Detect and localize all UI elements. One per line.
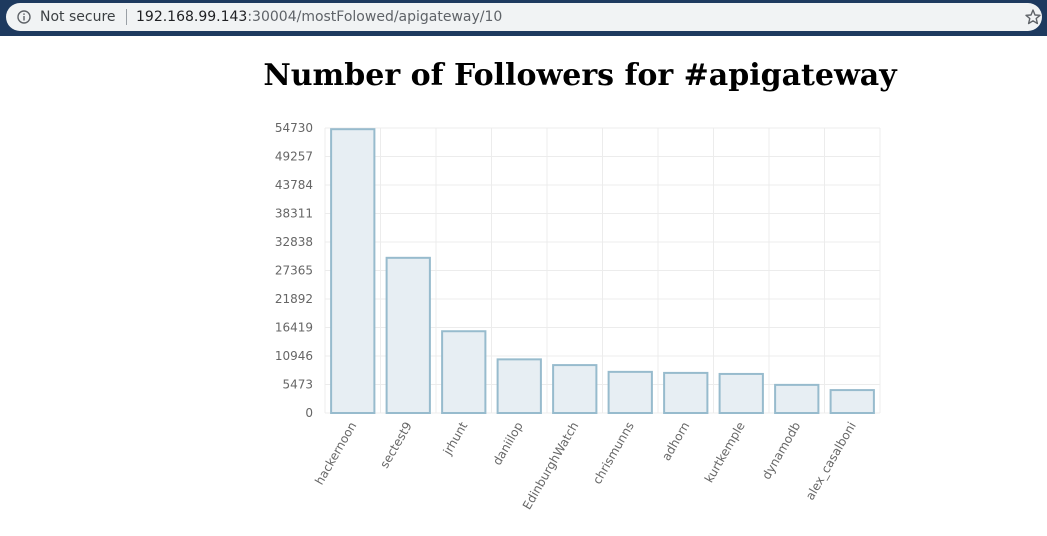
bar-chrismunns — [607, 370, 653, 415]
bar-jrhunt — [441, 330, 487, 414]
bar-adhorn — [663, 371, 709, 415]
bar-EdinburghWatch — [552, 364, 598, 415]
x-tick-label: adhorn — [659, 420, 692, 464]
browser-toolbar: Not secure 192.168.99.143:30004/mostFolo… — [0, 0, 1047, 36]
x-tick-label: alex_casalboni — [803, 420, 859, 503]
address-bar[interactable]: Not secure 192.168.99.143:30004/mostFolo… — [6, 3, 1042, 31]
bar-kurtkemple — [718, 372, 764, 415]
y-tick-label: 0 — [305, 406, 313, 420]
y-tick-label: 49257 — [275, 150, 313, 164]
y-tick-label: 38311 — [275, 207, 313, 221]
bar-sectest9 — [385, 256, 431, 414]
x-axis-ticks: hackernoon sectest9 jrhunt daniilopEdinburg… — [312, 419, 859, 512]
info-icon[interactable] — [17, 10, 31, 24]
bar-alex_casalboni — [829, 389, 875, 415]
url-text[interactable]: 192.168.99.143:30004/mostFolowed/apigate… — [136, 8, 502, 26]
y-tick-label: 5473 — [282, 378, 313, 392]
url-path: :30004/mostFolowed/apigateway/10 — [247, 9, 503, 25]
chart-bars — [330, 128, 875, 415]
page-title: Number of Followers for #apigateway — [263, 58, 897, 93]
y-tick-label: 32838 — [275, 235, 313, 249]
y-tick-label: 10946 — [275, 349, 313, 363]
y-tick-label: 21892 — [275, 292, 313, 306]
x-tick-label: sectest9 — [377, 420, 415, 471]
security-status-label[interactable]: Not secure — [40, 9, 116, 25]
x-tick-label: daniilop — [490, 420, 526, 468]
x-tick-label: kurtkemple — [702, 420, 748, 486]
y-tick-label: 54730 — [275, 121, 313, 135]
page-content: Number of Followers for #apigateway 0 547… — [0, 36, 1047, 536]
bookmark-star-icon[interactable] — [1024, 8, 1042, 26]
x-tick-label: jrhunt — [440, 419, 471, 458]
y-tick-label: 27365 — [275, 264, 313, 278]
x-tick-label: chrismunns — [590, 420, 637, 487]
followers-bar-chart: 0 5473 10946 16419 21892 27365 32838 38311 43784… — [275, 121, 881, 512]
y-axis-ticks: 0 5473 10946 16419 21892 27365 32838 38311 43784… — [275, 121, 313, 420]
x-tick-label: EdinburghWatch — [520, 420, 581, 512]
bar-hackernoon — [330, 128, 376, 415]
y-tick-label: 16419 — [275, 321, 313, 335]
url-divider — [126, 9, 127, 25]
y-tick-label: 43784 — [275, 178, 313, 192]
bar-dynamodb — [774, 383, 820, 414]
x-tick-label: dynamodb — [759, 420, 803, 482]
x-tick-label: hackernoon — [312, 420, 359, 488]
bar-daniilop — [496, 358, 542, 415]
url-host: 192.168.99.143 — [136, 9, 248, 25]
